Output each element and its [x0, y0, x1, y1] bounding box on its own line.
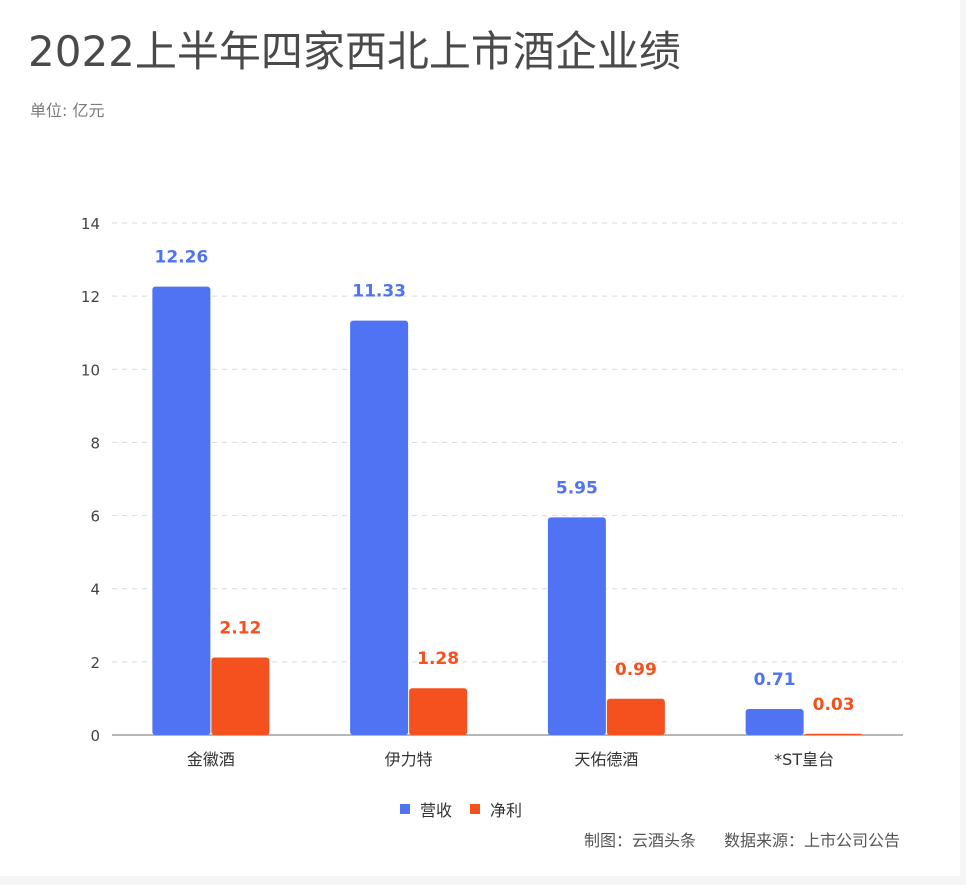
footer-source: 数据来源：上市公司公告	[723, 831, 900, 850]
legend-swatch-revenue	[400, 804, 410, 814]
y-tick-label-10: 10	[81, 361, 100, 379]
bar-revenue-3[interactable]	[745, 709, 804, 735]
footer-credits: 制图：云酒头条 数据来源：上市公司公告	[584, 827, 900, 851]
y-tick-label-2: 2	[90, 654, 100, 672]
legend-item-profit[interactable]: 净利	[470, 797, 522, 821]
unit-label: 单位: 亿元	[30, 101, 105, 120]
data-label-revenue-3: 0.71	[754, 670, 796, 690]
y-tick-label-0: 0	[90, 727, 100, 745]
bar-revenue-2[interactable]	[547, 517, 606, 735]
x-tick-label-0: 金徽酒	[187, 750, 235, 769]
y-tick-label-8: 8	[90, 434, 100, 452]
data-label-profit-0: 2.12	[219, 618, 261, 638]
y-tick-label-4: 4	[90, 581, 100, 599]
legend-label-profit: 净利	[490, 801, 523, 820]
bar-chart: 0 2 4 6 8 10 12 14 12.26 2.12 金徽酒 11.33 1.28 伊力特 5.95 0…	[81, 215, 903, 769]
x-tick-label-1: 伊力特	[385, 750, 433, 769]
bar-profit-0[interactable]	[211, 657, 270, 735]
legend-swatch-profit	[470, 804, 481, 814]
bar-profit-2[interactable]	[606, 698, 665, 735]
data-label-revenue-1: 11.33	[352, 282, 406, 302]
legend: 营收 净利	[400, 797, 522, 821]
bar-profit-1[interactable]	[409, 688, 468, 735]
bar-revenue-0[interactable]	[152, 286, 211, 735]
data-label-revenue-2: 5.95	[556, 478, 598, 498]
y-tick-label-6: 6	[90, 508, 100, 526]
footer-maker: 制图：云酒头条	[583, 831, 696, 850]
data-label-profit-3: 0.03	[813, 695, 855, 715]
data-label-profit-1: 1.28	[417, 649, 459, 669]
x-tick-label-3: *ST皇台	[774, 750, 834, 769]
data-label-revenue-0: 12.26	[154, 248, 208, 268]
bar-profit-3[interactable]	[804, 733, 863, 735]
legend-label-revenue: 营收	[420, 801, 453, 820]
y-tick-label-12: 12	[81, 288, 100, 306]
legend-item-revenue[interactable]: 营收	[400, 797, 452, 821]
y-tick-label-14: 14	[81, 215, 100, 233]
bar-revenue-1[interactable]	[350, 320, 409, 735]
data-label-profit-2: 0.99	[615, 660, 657, 680]
x-tick-label-2: 天佑德酒	[574, 750, 638, 769]
chart-title: 2022上半年四家西北上市酒企业绩	[28, 27, 681, 76]
